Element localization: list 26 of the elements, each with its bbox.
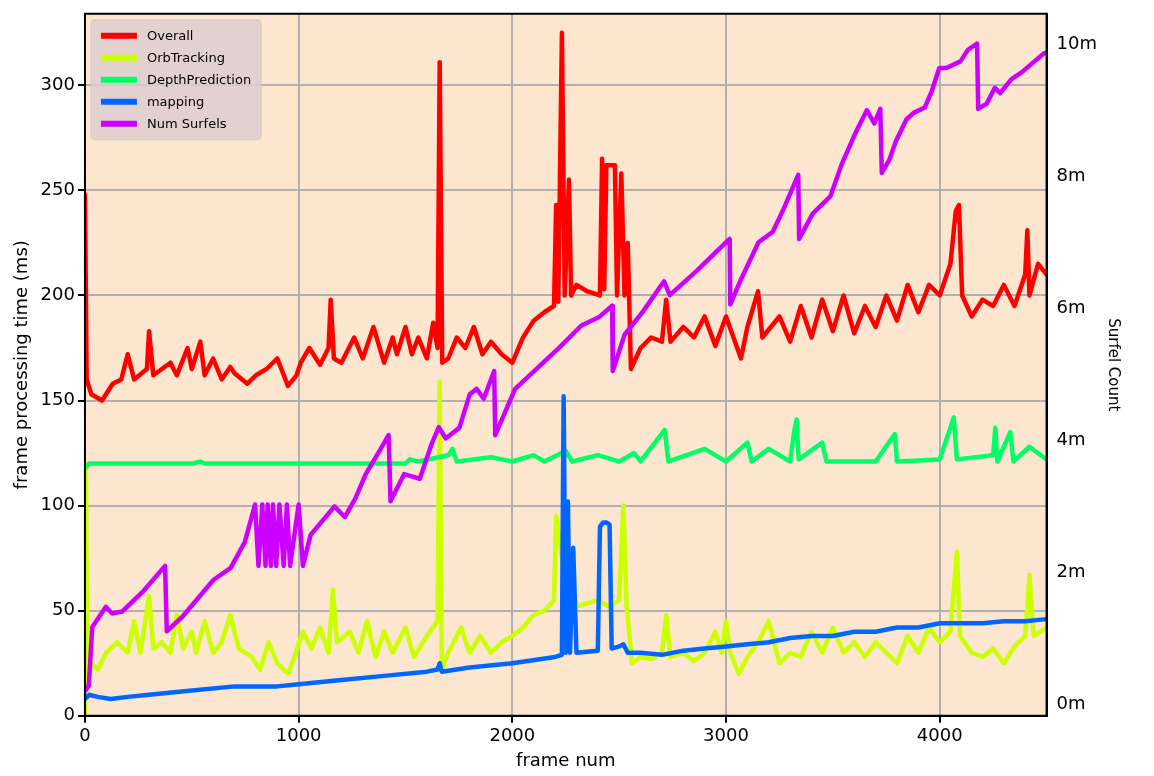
legend-label: Overall (146, 28, 194, 44)
legend-label: mapping (146, 94, 205, 110)
x-tick-label: 0 (79, 724, 91, 746)
legend-label: Num Surfels (146, 116, 227, 132)
y-axis-title: frame processing time (ms) (10, 240, 32, 490)
y-tick-label: 50 (52, 598, 75, 620)
y-tick-label: 200 (40, 283, 75, 305)
y2-axis-title: Surfel Count (1105, 318, 1124, 412)
y-tick-label: 150 (40, 388, 75, 410)
y2-tick-label: 10m (1056, 31, 1098, 53)
y-tick-label: 0 (63, 703, 75, 725)
legend-label: OrbTracking (146, 50, 225, 66)
y2-tick-label: 8m (1056, 163, 1086, 185)
x-tick-label: 2000 (489, 724, 536, 746)
x-tick-label: 3000 (703, 724, 749, 746)
x-tick-label: 1000 (275, 724, 322, 746)
y2-tick-label: 0m (1056, 692, 1086, 714)
y2-tick-label: 6m (1056, 296, 1086, 318)
y-tick-label: 250 (40, 178, 75, 200)
y2-tick-label: 2m (1056, 560, 1086, 582)
y-tick-label: 300 (40, 72, 75, 94)
x-axis-title: frame num (516, 748, 616, 770)
legend-label: DepthPrediction (146, 72, 252, 88)
x-tick-label: 4000 (916, 724, 963, 746)
y-tick-label: 100 (40, 493, 75, 515)
y2-tick-label: 4m (1056, 428, 1086, 450)
